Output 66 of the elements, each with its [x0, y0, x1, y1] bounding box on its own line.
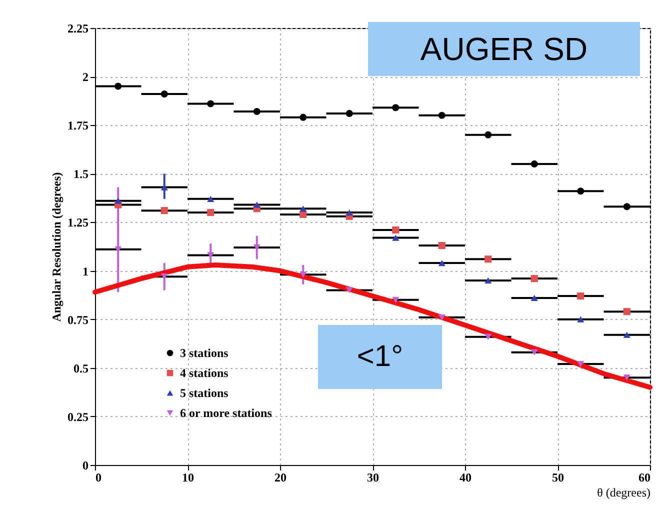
- point: [114, 198, 122, 204]
- point: [484, 277, 492, 284]
- x-tick-label: 50: [552, 470, 564, 484]
- callout-box: AUGER SD: [368, 22, 640, 76]
- point: [300, 272, 307, 278]
- y-tick-label: 0.5: [74, 361, 88, 376]
- point: [392, 296, 400, 303]
- point: [530, 349, 538, 356]
- callout-box: <1°: [318, 325, 442, 389]
- point: [530, 275, 538, 282]
- point: [623, 203, 630, 210]
- point: [623, 308, 630, 316]
- y-tick-label: 1.25: [68, 216, 88, 230]
- legend-label: 3 stations: [180, 346, 229, 360]
- point: [207, 208, 214, 216]
- x-tick-label: 40: [460, 470, 472, 484]
- legend-label: 4 stations: [180, 366, 229, 380]
- point: [300, 114, 307, 121]
- point: [438, 112, 446, 119]
- point: [577, 188, 584, 195]
- point: [484, 334, 492, 340]
- legend-label: 5 stations: [180, 386, 229, 400]
- y-tick-label: 1: [82, 264, 88, 278]
- point: [577, 360, 584, 368]
- legend-label: 6 or more stations: [180, 406, 272, 420]
- point: [438, 242, 446, 250]
- y-tick-label: 0: [82, 458, 88, 472]
- point: [253, 202, 260, 208]
- y-tick-label: 0.25: [68, 410, 88, 424]
- point: [623, 332, 630, 338]
- point: [577, 292, 584, 300]
- point: [577, 316, 584, 322]
- point: [530, 160, 538, 168]
- point: [207, 196, 214, 202]
- point: [160, 90, 168, 98]
- x-tick-label: 0: [96, 470, 102, 484]
- point: [346, 209, 353, 216]
- point: [484, 131, 492, 138]
- point: [623, 374, 630, 381]
- point: [438, 314, 446, 320]
- point: [530, 294, 538, 302]
- x-tick-label: 20: [274, 470, 286, 484]
- x-tick-label: 60: [638, 470, 650, 484]
- point: [253, 108, 260, 116]
- y-tick-label: 2: [82, 70, 88, 84]
- point: [300, 206, 307, 212]
- point: [114, 246, 122, 252]
- point: [484, 256, 492, 263]
- x-tick-label: 10: [182, 470, 194, 484]
- point: [392, 104, 400, 112]
- point: [114, 82, 122, 90]
- point: [346, 110, 353, 117]
- y-tick-label: 1.75: [68, 118, 88, 133]
- y-axis-title: Angular Resolution (degrees): [50, 172, 64, 322]
- y-tick-label: 2.25: [68, 22, 88, 36]
- x-tick-label: 30: [367, 470, 379, 484]
- point: [160, 207, 168, 214]
- point: [392, 226, 400, 234]
- point: [346, 287, 353, 294]
- point: [392, 234, 400, 241]
- y-tick-label: 1.5: [74, 167, 88, 182]
- point: [438, 260, 446, 266]
- point: [207, 100, 214, 108]
- point: [300, 210, 307, 218]
- y-tick-label: 0.75: [68, 312, 88, 327]
- x-axis-title: θ (degrees): [597, 486, 650, 500]
